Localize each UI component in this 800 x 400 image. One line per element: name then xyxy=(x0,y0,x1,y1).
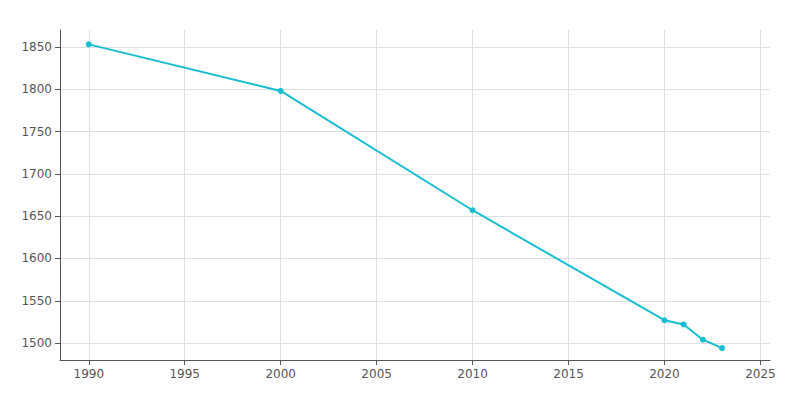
svg-text:2000: 2000 xyxy=(265,367,296,381)
svg-text:1500: 1500 xyxy=(21,336,52,350)
svg-text:2005: 2005 xyxy=(361,367,392,381)
svg-text:1850: 1850 xyxy=(21,40,52,54)
svg-text:2025: 2025 xyxy=(745,367,776,381)
svg-text:1650: 1650 xyxy=(21,209,52,223)
svg-text:2010: 2010 xyxy=(457,367,488,381)
svg-text:2020: 2020 xyxy=(649,367,680,381)
svg-text:1700: 1700 xyxy=(21,167,52,181)
svg-text:1995: 1995 xyxy=(169,367,200,381)
svg-text:1550: 1550 xyxy=(21,294,52,308)
svg-text:2015: 2015 xyxy=(553,367,584,381)
svg-text:1750: 1750 xyxy=(21,125,52,139)
svg-text:1600: 1600 xyxy=(21,251,52,265)
svg-text:1990: 1990 xyxy=(74,367,105,381)
svg-text:1800: 1800 xyxy=(21,82,52,96)
